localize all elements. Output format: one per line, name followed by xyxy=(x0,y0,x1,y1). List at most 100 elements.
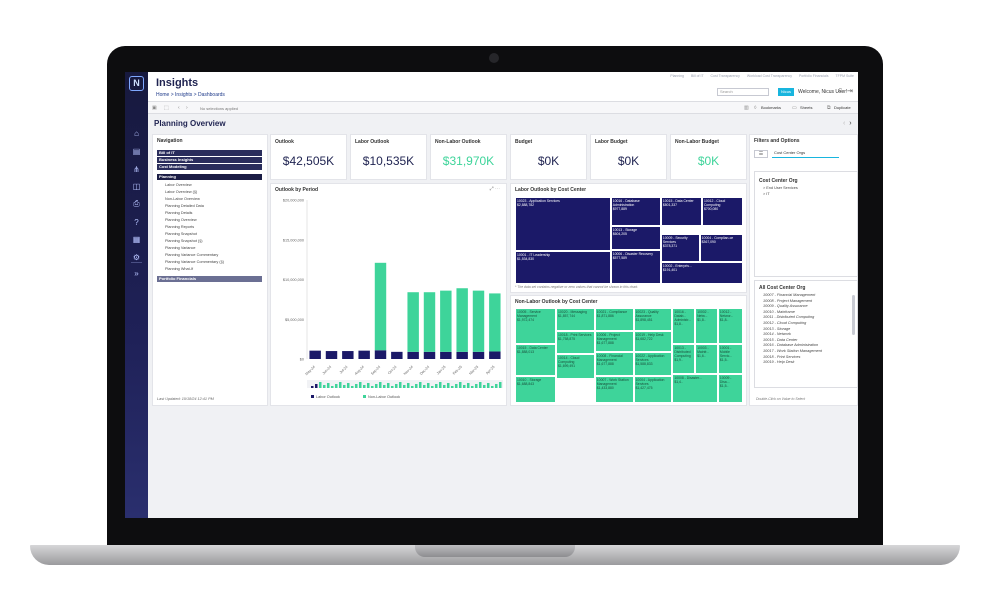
top-link[interactable]: Bill of IT xyxy=(690,74,704,78)
treemap-cell[interactable]: 10001 - IT Leadership $1,534,830 xyxy=(515,250,611,284)
nicus-button[interactable]: Nicus xyxy=(778,88,794,96)
search-input[interactable]: Search xyxy=(717,88,769,96)
nav-group[interactable]: Cost Modeling xyxy=(157,164,262,170)
kpi-outlook[interactable]: Outlook $42,505K xyxy=(270,134,347,180)
hierarchy-icon[interactable]: ⋔ xyxy=(133,165,140,174)
treemap-cell[interactable]: 10022 - Application Services $1,588,833 xyxy=(633,351,673,377)
duplicate-button[interactable]: Duplicate xyxy=(834,105,851,110)
treemap-cell[interactable]: 10013 - Distributed Computing $1,9.. xyxy=(672,344,696,374)
bookmarks-button[interactable]: Bookmarks xyxy=(761,105,782,110)
expand-icon[interactable]: » xyxy=(134,269,139,278)
treemap-cell[interactable]: 10002 - Netw... $1,8.. xyxy=(695,308,718,345)
nav-item[interactable]: Planning Snapshot (§) xyxy=(165,239,203,243)
sheets-icon[interactable]: ▭ xyxy=(792,105,797,111)
treemap-cell[interactable]: 10008 - Financial Management $1,677,888 xyxy=(594,351,634,377)
back-icon[interactable]: ‹ xyxy=(178,105,180,111)
nav-group[interactable]: Portfolio Financials xyxy=(157,276,262,282)
treemap-cell[interactable]: 10013 - Storage $604,205 xyxy=(610,225,661,251)
treemap-cell[interactable]: 10016 - Database Administration $977,889 xyxy=(610,197,661,226)
top-link[interactable]: Cost Transparency xyxy=(710,74,740,78)
app-logo[interactable]: N xyxy=(129,76,144,91)
grid-icon[interactable]: ▥ xyxy=(744,105,749,111)
treemap-cell[interactable]: 10018 - Print Services $1,758,875 xyxy=(556,330,595,354)
expand-chart-icon[interactable]: ⤢ xyxy=(489,186,494,192)
top-link[interactable]: Planning xyxy=(670,74,684,78)
nav-item[interactable]: Planning Variance xyxy=(165,246,196,250)
logout-icon[interactable]: ⇥ xyxy=(847,88,853,95)
chart-menu[interactable]: ⤢ ⋯ xyxy=(490,186,500,192)
kpi-labor-outlook[interactable]: Labor Outlook $10,535K xyxy=(350,134,427,180)
nav-item[interactable]: Non-Labor Overview xyxy=(165,197,200,201)
treemap-cell[interactable]: 10004 - Complian-ce $367,090 xyxy=(699,234,743,263)
nav-item[interactable]: Planning Reports xyxy=(165,225,195,229)
all-org-item[interactable]: 10010 - Mainframe xyxy=(763,309,795,314)
tab-cost-center-orgs[interactable]: Cost Center Orgs xyxy=(772,149,839,158)
nav-item[interactable]: Planning Variance Commentary xyxy=(165,253,219,257)
select-icon[interactable]: ▣ xyxy=(152,105,157,111)
nav-item[interactable]: Planning Detailed Data xyxy=(165,204,204,208)
report-icon[interactable]: ▦ xyxy=(132,235,141,244)
document-icon[interactable]: ▤ xyxy=(132,147,141,156)
treemap-cell[interactable]: 10005 - Service Management $1,972,474 xyxy=(515,308,557,345)
treemap-cell[interactable]: 10019 - Help Desk $1,682,722 xyxy=(633,330,673,352)
all-org-item[interactable]: 10012 - Cloud Computing xyxy=(763,321,807,325)
all-org-item[interactable]: 10007 - Financial Management xyxy=(763,293,816,297)
all-org-item[interactable]: 10013 - Storage xyxy=(763,326,791,331)
all-org-item[interactable]: 10014 - Network xyxy=(763,332,791,337)
prev-page-icon[interactable]: ‹ xyxy=(843,120,846,127)
treemap-cell[interactable]: 10003 - Mainfr... $1,6.. xyxy=(695,344,718,374)
treemap-cell[interactable]: 10006 - Disaster Recovery $577,589 xyxy=(610,250,661,284)
all-org-item[interactable]: 10009 - Quality Assurance xyxy=(763,304,808,309)
all-org-item[interactable]: 10008 - Project Management xyxy=(763,298,812,303)
top-link[interactable]: Workload Cost Transparency xyxy=(746,74,792,78)
treemap-cell[interactable]: 10009 - Disa... $1,5.. xyxy=(717,373,743,403)
more-icon[interactable]: ⋯ xyxy=(494,186,500,192)
treemap-cell[interactable]: 10023 - Quality Assurance $1,898,451 xyxy=(633,308,673,331)
help-icon[interactable]: ? xyxy=(134,218,139,227)
forward-icon[interactable]: › xyxy=(186,105,188,111)
next-page-icon[interactable]: › xyxy=(849,120,852,127)
treemap-cell[interactable]: 10023 - Application Services $2,888,782 xyxy=(515,197,611,251)
treemap-cell[interactable]: 10020 - Messaging $1,857,744 xyxy=(556,308,595,331)
all-org-item[interactable]: 10011 - Distributed Computing xyxy=(763,315,815,320)
treemap-cell[interactable]: 10015 - Data Center $1,888,013 xyxy=(515,344,557,377)
bookmark-icon[interactable]: ◊ xyxy=(754,105,757,111)
nav-item[interactable]: Labor Overview (§) xyxy=(165,190,198,194)
kpi-labor-budget[interactable]: Labor Budget $0K xyxy=(590,134,667,180)
all-org-item[interactable]: 10018 - Print Services xyxy=(763,354,801,359)
org-item[interactable]: > IT xyxy=(763,192,770,196)
treemap-cell[interactable]: 10012 - Networ... $1,8.. xyxy=(717,308,743,345)
nav-item[interactable]: Planning Overview xyxy=(165,218,197,222)
print-icon[interactable]: ⎙ xyxy=(133,199,140,208)
nav-item[interactable]: Planning Details xyxy=(165,211,193,215)
all-org-item[interactable]: 10015 - Data Center xyxy=(763,337,798,342)
labor-treemap[interactable]: 10023 - Application Services $2,888,782 10… xyxy=(515,197,743,284)
breadcrumb[interactable]: Home > Insights > Dashboards xyxy=(156,92,225,98)
sheets-button[interactable]: Sheets xyxy=(800,105,813,110)
nav-item[interactable]: Labor Overview xyxy=(165,183,192,187)
top-link[interactable]: TFPM Suite xyxy=(835,74,854,78)
nav-group[interactable]: Business Insights xyxy=(157,157,262,163)
kpi-nonlabor-outlook[interactable]: Non-Labor Outlook $31,970K xyxy=(430,134,507,180)
treemap-cell[interactable]: 10010 - Storage $1,688,843 xyxy=(515,376,557,403)
kpi-nonlabor-budget[interactable]: Non-Labor Budget $0K xyxy=(670,134,747,180)
treemap-cell[interactable]: 10001 - Mobile Servic... $1,5.. xyxy=(717,344,743,374)
treemap-cell[interactable]: 10008 - Disaster... $1,4.. xyxy=(672,373,718,403)
treemap-cell[interactable]: 10006 - Project Management $1,677,888 xyxy=(594,330,634,352)
outlook-chart[interactable]: $20,000,000 $15,000,000 $10,000,000 $5,000,… xyxy=(271,184,508,407)
treemap-cell[interactable]: 10015 - Data Center $801,337 xyxy=(660,197,702,226)
list-scrollbar[interactable] xyxy=(852,295,855,335)
nav-item[interactable]: Planning Variance Commentary (§) xyxy=(165,260,225,264)
treemap-cell[interactable]: 10014 - Cloud Computing $1,699,491 xyxy=(556,353,595,380)
chart-icon[interactable]: ◫ xyxy=(132,182,141,191)
all-org-item[interactable]: 10019 - Help Desk xyxy=(763,360,795,365)
kpi-budget[interactable]: Budget $0K xyxy=(510,134,587,180)
nav-group-active[interactable]: Planning xyxy=(157,174,262,180)
notification-icon[interactable]: ♫ xyxy=(837,87,843,94)
treemap-cell[interactable]: 10016 - Datab... Administr... $1,8.. xyxy=(672,308,696,345)
treemap-cell[interactable]: 10004 - Application Services $1,427,475 xyxy=(633,376,673,403)
treemap-cell[interactable]: 10012 - Cloud Computing $700,080 xyxy=(701,197,743,226)
duplicate-icon[interactable]: ⧉ xyxy=(827,105,831,111)
all-org-item[interactable]: 10016 - Database Administration xyxy=(763,343,819,348)
settings-icon[interactable]: ⚙ xyxy=(132,253,141,262)
